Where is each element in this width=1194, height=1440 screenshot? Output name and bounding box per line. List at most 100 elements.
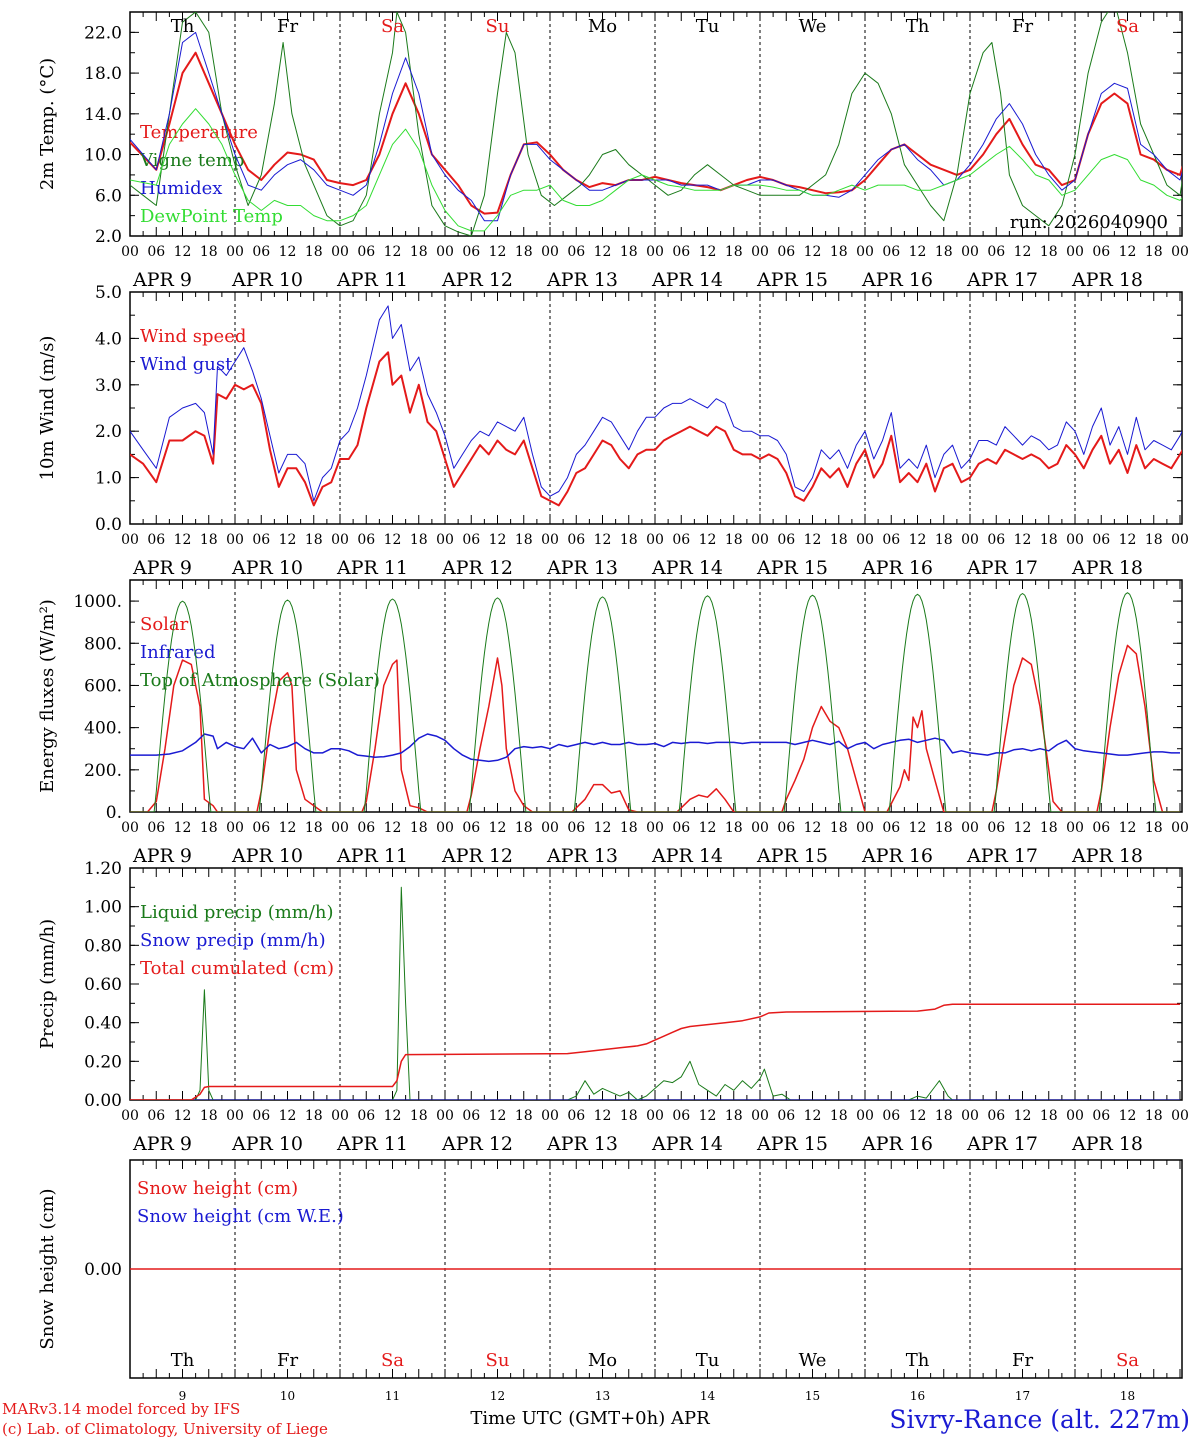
precip-ytick-label: 0.60 (84, 975, 122, 995)
date-label: APR 12 (441, 557, 513, 579)
energy-ytick-label: 400. (84, 719, 122, 739)
hour-label: 00 (436, 1108, 454, 1124)
hour-label: 18 (830, 820, 848, 836)
date-label: APR 17 (966, 269, 1038, 291)
energy-ytick-label: 600. (84, 676, 122, 696)
snow-legend-1: Snow height (cm W.E.) (137, 1206, 344, 1227)
hour-label: 06 (672, 820, 690, 836)
wind-frame (129, 291, 1183, 525)
date-label: APR 13 (546, 269, 618, 291)
hour-label: 18 (830, 1108, 848, 1124)
hour-label: 18 (935, 532, 953, 548)
hour-label-end: 00 (1171, 244, 1189, 260)
hour-label: 18 (200, 244, 218, 260)
panel-snow: 0.00 Snow height (cm) Snow height (cm) Snow… (37, 1159, 1183, 1403)
hour-label: 00 (961, 820, 979, 836)
hour-label: 12 (699, 820, 717, 836)
hour-label: 12 (1014, 244, 1032, 260)
panel-energy: 0. 200. 400. 600. 800. 1000. Energy fluxes (W/… (37, 579, 1189, 867)
hour-label: 12 (279, 820, 297, 836)
energy-series-infrared (130, 733, 1180, 763)
hour-label: 12 (384, 820, 402, 836)
date-label: APR 18 (1071, 269, 1143, 291)
hour-label: 18 (725, 820, 743, 836)
date-label: APR 10 (231, 269, 303, 291)
hour-label: 00 (751, 532, 769, 548)
hour-label: 06 (147, 820, 165, 836)
hour-label: 00 (541, 1108, 559, 1124)
wind-ylabel: 10m Wind (m/s) (37, 336, 58, 481)
date-label: APR 11 (336, 1133, 408, 1155)
hour-label: 12 (489, 820, 507, 836)
temperature-series-vigne-temp (130, 12, 1182, 236)
energy-ytick-label: 0. (106, 803, 122, 823)
day-number: 17 (1015, 1389, 1030, 1403)
hour-label: 00 (646, 532, 664, 548)
hour-label: 18 (620, 244, 638, 260)
hour-label: 06 (777, 244, 795, 260)
date-label: APR 14 (651, 845, 723, 867)
hour-label: 18 (1145, 820, 1163, 836)
hour-label: 06 (777, 532, 795, 548)
hour-label: 00 (856, 820, 874, 836)
wind-ytick-label: 2.0 (95, 422, 122, 442)
hour-label: 18 (410, 820, 428, 836)
day-name: Sa (381, 16, 404, 37)
hour-label: 12 (909, 820, 927, 836)
hour-label: 00 (961, 532, 979, 548)
hour-label: 00 (646, 1108, 664, 1124)
day-name: Fr (1012, 16, 1033, 37)
hour-label: 06 (357, 532, 375, 548)
date-label: APR 10 (231, 845, 303, 867)
hour-label: 06 (1092, 244, 1110, 260)
hour-label: 18 (830, 244, 848, 260)
date-label: APR 17 (966, 557, 1038, 579)
hour-label: 18 (935, 1108, 953, 1124)
hour-label: 06 (777, 1108, 795, 1124)
hour-label: 18 (1145, 532, 1163, 548)
hour-label: 06 (987, 244, 1005, 260)
hour-label: 00 (856, 1108, 874, 1124)
energy-series-solar (130, 644, 1180, 812)
hour-label: 18 (515, 820, 533, 836)
date-label: APR 12 (441, 1133, 513, 1155)
precip-legend-1: Snow precip (mm/h) (140, 930, 326, 951)
hour-label: 12 (1014, 1108, 1032, 1124)
wind-ytick-label: 0.0 (95, 515, 122, 535)
day-name: Th (171, 1350, 195, 1371)
day-name: Th (171, 16, 195, 37)
hour-label: 18 (620, 820, 638, 836)
day-number: 9 (179, 1389, 187, 1403)
hour-label: 18 (305, 532, 323, 548)
date-label: APR 9 (132, 557, 192, 579)
hour-label: 12 (1119, 820, 1137, 836)
snow-ytick-label: 0.00 (84, 1260, 122, 1280)
day-number: 14 (700, 1389, 716, 1403)
run-label: run: 2026040900 (1010, 212, 1168, 233)
hour-label: 00 (646, 244, 664, 260)
hour-label: 00 (436, 244, 454, 260)
hour-label: 00 (1066, 1108, 1084, 1124)
day-name: We (799, 1350, 827, 1371)
date-label: APR 9 (132, 1133, 192, 1155)
hour-label: 00 (541, 244, 559, 260)
hour-label: 00 (226, 244, 244, 260)
hour-label: 18 (200, 1108, 218, 1124)
hour-label: 06 (882, 1108, 900, 1124)
hour-label: 18 (620, 1108, 638, 1124)
energy-frame (129, 579, 1183, 813)
date-label: APR 16 (861, 1133, 933, 1155)
hour-label: 00 (226, 532, 244, 548)
temperature-legend-3: DewPoint Temp (140, 206, 283, 227)
temperature-frame (129, 11, 1183, 237)
hour-label: 06 (1092, 820, 1110, 836)
energy-ytick-label: 200. (84, 761, 122, 781)
hour-label: 18 (410, 532, 428, 548)
hour-label: 00 (1066, 820, 1084, 836)
hour-label: 18 (305, 820, 323, 836)
temperature-ytick-label: 10.0 (84, 146, 122, 166)
hour-label: 06 (252, 532, 270, 548)
date-label: APR 14 (651, 557, 723, 579)
precip-legend-0: Liquid precip (mm/h) (140, 902, 334, 923)
wind-ytick-label: 1.0 (95, 469, 122, 489)
